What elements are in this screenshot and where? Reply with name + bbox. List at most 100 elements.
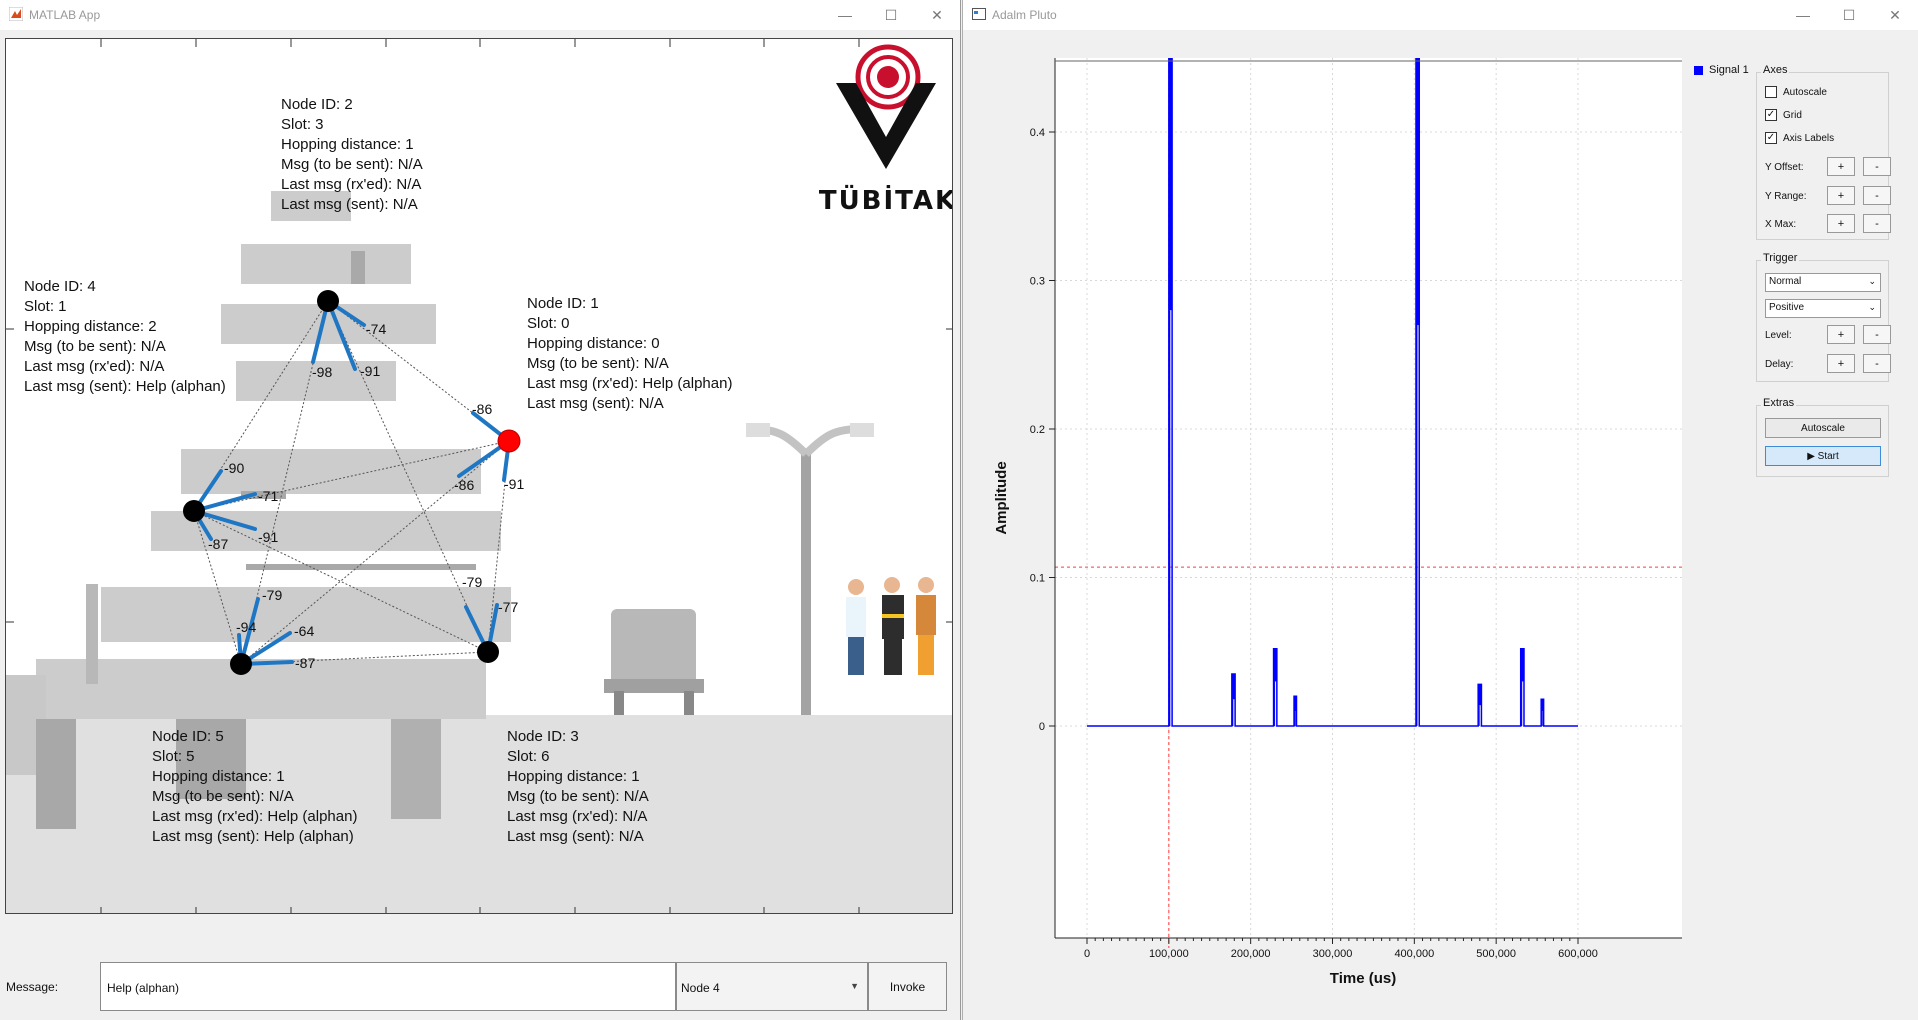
matlab-app-window: MATLAB App — ☐ ✕ bbox=[0, 0, 961, 1020]
rssi-label: -87 bbox=[208, 536, 228, 552]
invoke-button[interactable]: Invoke bbox=[868, 962, 947, 1011]
y-range-minus-button[interactable]: - bbox=[1863, 186, 1891, 205]
node-3-info: Node ID: 3 Slot: 6 Hopping distance: 1 M… bbox=[507, 727, 649, 847]
window-title: Adalm Pluto bbox=[992, 8, 1057, 22]
node-1-marker[interactable] bbox=[497, 429, 521, 453]
signal-burst bbox=[1415, 58, 1420, 326]
chevron-down-icon: ⌄ bbox=[1868, 302, 1876, 312]
minimize-button[interactable]: — bbox=[838, 7, 852, 23]
rssi-label: -79 bbox=[262, 587, 282, 603]
checkbox-box bbox=[1765, 86, 1777, 98]
node-last-sent: Last msg (sent): N/A bbox=[527, 395, 664, 412]
close-button[interactable]: ✕ bbox=[931, 6, 943, 23]
delay-plus-button[interactable]: + bbox=[1827, 354, 1855, 373]
minimize-button[interactable]: — bbox=[1796, 7, 1810, 23]
message-bar: Message: Help (alphan) Node 4 ▼ Invoke bbox=[0, 962, 961, 1012]
workers-illustration bbox=[846, 577, 936, 675]
x-tick-label: 600,000 bbox=[1558, 948, 1598, 960]
logo-text: TÜBİTAK bbox=[819, 183, 953, 216]
level-plus-button[interactable]: + bbox=[1827, 325, 1855, 344]
maximize-button[interactable]: ☐ bbox=[1842, 6, 1856, 23]
node-slot: Slot: 3 bbox=[281, 116, 324, 133]
y-offset-minus-button[interactable]: - bbox=[1863, 157, 1891, 176]
x-tick-label: 0 bbox=[1084, 948, 1090, 960]
node-dropdown[interactable]: Node 4 ▼ bbox=[676, 962, 868, 1011]
bench bbox=[604, 609, 704, 715]
node-1-info: Node ID: 1 Slot: 0 Hopping distance: 0 M… bbox=[527, 294, 732, 414]
node-last-sent: Last msg (sent): N/A bbox=[281, 196, 418, 213]
x-max-plus-button[interactable]: + bbox=[1827, 214, 1855, 233]
message-input[interactable]: Help (alphan) bbox=[100, 962, 676, 1011]
rssi-label: -94 bbox=[236, 619, 256, 635]
x-max-label: X Max: bbox=[1765, 218, 1797, 230]
node-2-marker[interactable] bbox=[317, 290, 339, 312]
node-msg-to-send: Msg (to be sent): N/A bbox=[152, 788, 294, 805]
checkbox-label: Axis Labels bbox=[1783, 132, 1835, 144]
trigger-group: Trigger Normal ⌄ Positive ⌄ Level: + - Del… bbox=[1756, 252, 1891, 382]
rssi-label: -90 bbox=[224, 460, 244, 476]
maximize-button[interactable]: ☐ bbox=[884, 6, 898, 23]
node-hop: Hopping distance: 0 bbox=[527, 335, 660, 352]
node-hop: Hopping distance: 2 bbox=[24, 318, 157, 335]
trigger-slope-dropdown[interactable]: Positive ⌄ bbox=[1765, 299, 1881, 318]
node-id: Node ID: 2 bbox=[281, 96, 353, 113]
x-axis-label: Time (us) bbox=[1330, 970, 1396, 987]
rssi-label: -87 bbox=[295, 655, 315, 671]
node-hop: Hopping distance: 1 bbox=[281, 136, 414, 153]
trigger-mode-dropdown[interactable]: Normal ⌄ bbox=[1765, 273, 1881, 292]
node-slot: Slot: 0 bbox=[527, 315, 570, 332]
signal-burst bbox=[1541, 699, 1544, 712]
signal-1-line bbox=[1087, 58, 1578, 727]
signal-chart[interactable]: 0 100,000 200,000 300,000 400,000 500,000 600,… bbox=[978, 58, 1682, 988]
close-button[interactable]: ✕ bbox=[1889, 6, 1901, 23]
rssi-label: -91 bbox=[504, 476, 524, 492]
axis-labels-checkbox[interactable]: ✓ Axis Labels bbox=[1765, 128, 1884, 148]
network-plot: TÜBİTAK bbox=[5, 38, 953, 914]
y-tick-label: 0 bbox=[1039, 721, 1045, 733]
node-msg-to-send: Msg (to be sent): N/A bbox=[527, 355, 669, 372]
start-button[interactable]: ▶ Start bbox=[1765, 446, 1881, 466]
rssi-label: -77 bbox=[498, 599, 518, 615]
y-tick-label: 0.1 bbox=[1030, 573, 1045, 585]
autoscale-button[interactable]: Autoscale bbox=[1765, 418, 1881, 438]
legend-label: Signal 1 bbox=[1709, 64, 1749, 76]
level-minus-button[interactable]: - bbox=[1863, 325, 1891, 344]
chevron-down-icon: ▼ bbox=[850, 981, 859, 991]
rssi-label: -91 bbox=[258, 529, 278, 545]
rssi-label: -71 bbox=[258, 488, 278, 504]
node-dropdown-value: Node 4 bbox=[681, 981, 720, 995]
delay-minus-button[interactable]: - bbox=[1863, 354, 1891, 373]
level-label: Level: bbox=[1765, 329, 1792, 341]
autoscale-checkbox[interactable]: Autoscale bbox=[1765, 82, 1884, 102]
titlebar: MATLAB App — ☐ ✕ bbox=[0, 0, 960, 30]
node-4-marker[interactable] bbox=[183, 500, 205, 522]
node-last-rx: Last msg (rx'ed): Help (alphan) bbox=[152, 808, 358, 825]
app-icon bbox=[972, 7, 986, 23]
y-range-plus-button[interactable]: + bbox=[1827, 186, 1855, 205]
grid-checkbox[interactable]: ✓ Grid bbox=[1765, 105, 1884, 125]
matlab-icon bbox=[8, 6, 24, 24]
axes-group-title: Axes bbox=[1761, 64, 1790, 76]
node-last-sent: Last msg (sent): Help (alphan) bbox=[24, 378, 226, 395]
plot-background bbox=[1055, 58, 1682, 938]
x-tick-label: 300,000 bbox=[1313, 948, 1353, 960]
node-id: Node ID: 3 bbox=[507, 728, 579, 745]
node-hop: Hopping distance: 1 bbox=[152, 768, 285, 785]
message-label: Message: bbox=[6, 980, 59, 994]
y-axis-label: Amplitude bbox=[993, 461, 1010, 534]
y-offset-plus-button[interactable]: + bbox=[1827, 157, 1855, 176]
node-slot: Slot: 5 bbox=[152, 748, 195, 765]
window-title: MATLAB App bbox=[29, 8, 101, 22]
node-slot: Slot: 6 bbox=[507, 748, 550, 765]
rssi-label: -64 bbox=[294, 623, 314, 639]
chart-legend: Signal 1 bbox=[1694, 64, 1749, 76]
node-slot: Slot: 1 bbox=[24, 298, 67, 315]
node-3-marker[interactable] bbox=[477, 641, 499, 663]
x-max-minus-button[interactable]: - bbox=[1863, 214, 1891, 233]
node-5-marker[interactable] bbox=[230, 653, 252, 675]
node-id: Node ID: 1 bbox=[527, 295, 599, 312]
y-tick-label: 0.4 bbox=[1030, 127, 1045, 139]
check-icon: ✓ bbox=[1765, 132, 1777, 144]
ground bbox=[6, 715, 952, 913]
titlebar: Adalm Pluto — ☐ ✕ bbox=[963, 0, 1918, 30]
